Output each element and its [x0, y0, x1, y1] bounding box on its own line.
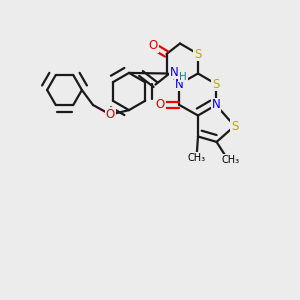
Text: O: O — [156, 98, 165, 112]
Text: O: O — [148, 39, 158, 52]
Text: CH₃: CH₃ — [222, 155, 240, 165]
Text: N: N — [212, 98, 220, 112]
Text: CH₃: CH₃ — [188, 153, 206, 163]
Text: N: N — [169, 65, 178, 79]
Text: H: H — [179, 71, 187, 82]
Text: S: S — [231, 119, 238, 133]
Text: S: S — [194, 47, 202, 61]
Text: O: O — [106, 108, 115, 121]
Text: S: S — [212, 77, 220, 91]
Text: N: N — [175, 77, 184, 91]
